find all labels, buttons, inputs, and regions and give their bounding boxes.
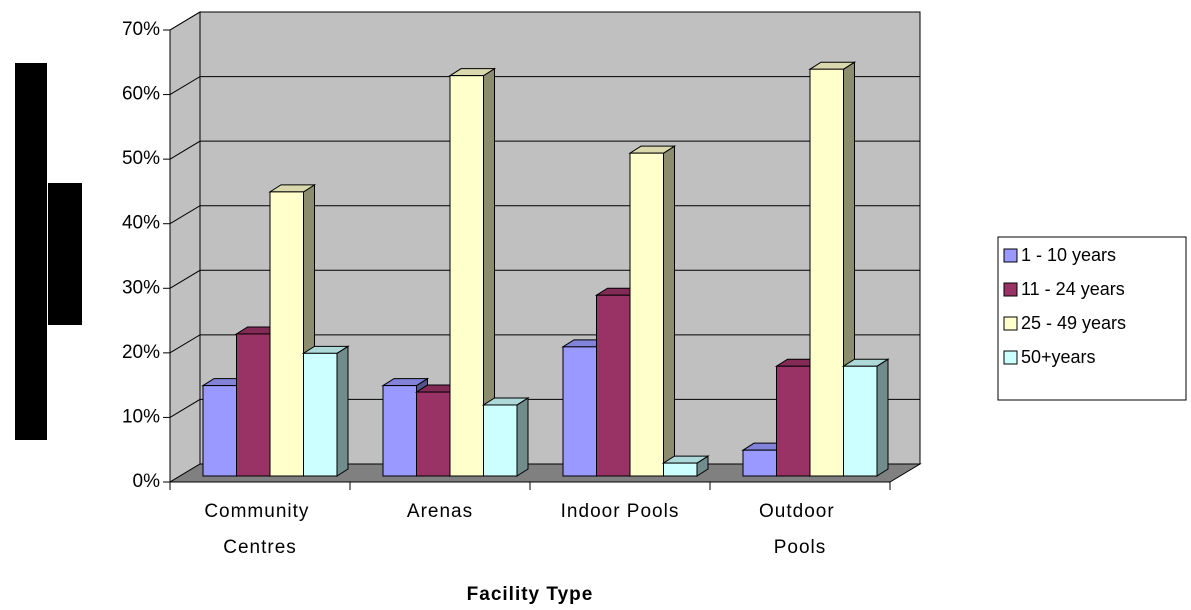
bar-front bbox=[416, 391, 451, 477]
redaction bbox=[15, 63, 47, 440]
bar-front bbox=[483, 404, 518, 477]
bar bbox=[268, 183, 317, 477]
x-tick-label-line: Centres bbox=[223, 537, 297, 558]
bar-front bbox=[382, 385, 417, 477]
redaction bbox=[48, 183, 82, 325]
bar bbox=[481, 397, 530, 477]
bar-side bbox=[516, 397, 529, 477]
grid-line bbox=[169, 11, 920, 31]
x-tick-label: Indoor Pools bbox=[561, 501, 680, 522]
x-tick-label: Outdoor Pools bbox=[759, 501, 841, 558]
bar-front bbox=[303, 352, 338, 477]
bar-side bbox=[876, 358, 889, 477]
bar-front bbox=[809, 68, 844, 477]
bar-front bbox=[269, 191, 304, 477]
legend-label: 1 - 10 years bbox=[1021, 245, 1116, 265]
bar-front bbox=[562, 346, 597, 477]
y-tick-label: 70% bbox=[122, 19, 160, 40]
bar bbox=[661, 455, 710, 477]
legend-swatch bbox=[1003, 316, 1018, 331]
legend-swatch bbox=[1003, 350, 1018, 365]
legend-swatch bbox=[1003, 248, 1018, 263]
bar-front bbox=[629, 152, 664, 477]
bar bbox=[841, 358, 890, 477]
bar-front bbox=[843, 365, 878, 477]
bar-front bbox=[202, 385, 237, 477]
bar-front bbox=[236, 333, 271, 477]
y-tick-label: 50% bbox=[122, 148, 160, 169]
x-tick-label-line: Community bbox=[204, 501, 315, 522]
y-tick-label: 40% bbox=[122, 213, 160, 234]
bar bbox=[628, 145, 677, 477]
x-tick-label: Arenas bbox=[407, 501, 473, 522]
bar bbox=[448, 67, 497, 477]
legend-swatch bbox=[1003, 282, 1018, 297]
legend-label: 11 - 24 years bbox=[1021, 279, 1125, 299]
grid-line bbox=[169, 334, 920, 354]
grid-line bbox=[169, 269, 920, 289]
bar bbox=[301, 345, 350, 477]
x-axis-title: Facility Type bbox=[467, 584, 594, 605]
side-wall bbox=[169, 11, 201, 483]
y-tick-label: 60% bbox=[122, 84, 160, 105]
grid-line bbox=[169, 398, 920, 418]
grid-line bbox=[169, 140, 920, 160]
bar-front bbox=[776, 365, 811, 477]
legend bbox=[997, 236, 1187, 401]
legend-label: 25 - 49 years bbox=[1021, 313, 1126, 333]
grid-line bbox=[169, 205, 920, 225]
y-tick-label: 30% bbox=[122, 277, 160, 298]
y-tick-label: 20% bbox=[122, 342, 160, 363]
bar-front bbox=[663, 462, 698, 477]
bar-side bbox=[663, 145, 675, 477]
bar-front bbox=[596, 294, 631, 477]
legend-label: 50+years bbox=[1021, 347, 1096, 367]
bar-front bbox=[449, 75, 484, 477]
x-tick-label-line: Pools bbox=[774, 537, 827, 558]
y-tick-label: 0% bbox=[133, 471, 161, 492]
y-tick-label: 10% bbox=[122, 406, 160, 427]
bar-front bbox=[742, 449, 777, 477]
grid-line bbox=[169, 76, 920, 96]
x-tick-label-line: Outdoor bbox=[759, 501, 841, 522]
bar-side bbox=[336, 345, 349, 477]
x-tick-label: Community Centres bbox=[204, 501, 315, 558]
